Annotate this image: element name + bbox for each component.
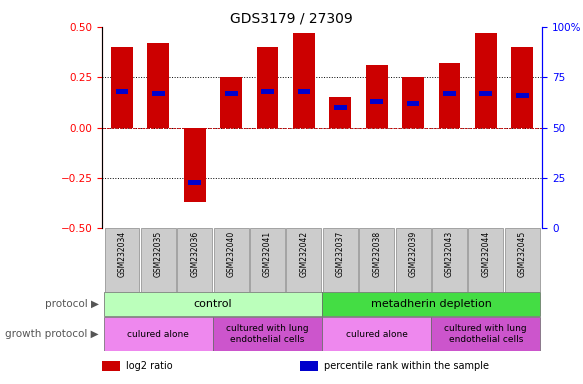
Bar	[220, 77, 242, 127]
Text: growth protocol ▶: growth protocol ▶	[5, 329, 99, 339]
Bar	[366, 65, 388, 127]
Text: GSM232034: GSM232034	[118, 231, 127, 277]
Text: log2 ratio: log2 ratio	[127, 361, 173, 371]
Text: GSM232042: GSM232042	[300, 231, 308, 277]
Text: GSM232036: GSM232036	[190, 231, 199, 277]
Text: GDS3179 / 27309: GDS3179 / 27309	[230, 12, 353, 25]
Bar	[293, 33, 315, 127]
Bar	[505, 228, 540, 292]
Bar	[432, 228, 467, 292]
Text: GSM232035: GSM232035	[154, 231, 163, 277]
Text: GSM232037: GSM232037	[336, 231, 345, 277]
Text: cultured with lung
endothelial cells: cultured with lung endothelial cells	[444, 324, 527, 344]
Bar	[297, 89, 310, 94]
Bar	[370, 99, 383, 104]
Bar	[516, 93, 529, 98]
Bar	[104, 228, 139, 292]
Bar	[214, 228, 248, 292]
Bar	[115, 89, 128, 94]
Bar	[213, 318, 322, 351]
Bar	[438, 63, 461, 127]
Bar	[407, 101, 419, 106]
Bar	[334, 105, 347, 110]
Bar	[104, 292, 322, 316]
Bar	[102, 361, 120, 371]
Bar	[431, 318, 540, 351]
Text: control: control	[194, 299, 232, 310]
Text: culured alone: culured alone	[128, 329, 189, 339]
Bar	[396, 228, 430, 292]
Text: GSM232040: GSM232040	[227, 231, 236, 277]
Text: culured alone: culured alone	[346, 329, 408, 339]
Text: cultured with lung
endothelial cells: cultured with lung endothelial cells	[226, 324, 309, 344]
Bar	[257, 47, 279, 127]
Bar	[177, 228, 212, 292]
Text: GSM232045: GSM232045	[518, 231, 526, 277]
Bar	[359, 228, 394, 292]
Bar	[184, 127, 206, 202]
Bar	[188, 180, 201, 185]
Bar	[261, 89, 274, 94]
Bar	[323, 228, 358, 292]
Bar	[443, 91, 456, 96]
Bar	[286, 228, 321, 292]
Bar	[479, 91, 492, 96]
Bar	[152, 91, 165, 96]
Bar	[322, 318, 431, 351]
Text: GSM232044: GSM232044	[482, 231, 490, 277]
Bar	[141, 228, 176, 292]
Bar	[104, 318, 213, 351]
Bar	[511, 47, 533, 127]
Bar	[475, 33, 497, 127]
Text: GSM232039: GSM232039	[409, 231, 417, 277]
Text: GSM232041: GSM232041	[263, 231, 272, 277]
Bar	[250, 228, 285, 292]
Text: GSM232038: GSM232038	[372, 231, 381, 277]
Text: GSM232043: GSM232043	[445, 231, 454, 277]
Bar	[225, 91, 237, 96]
Bar	[329, 98, 351, 127]
Text: protocol ▶: protocol ▶	[45, 299, 99, 310]
Text: metadherin depletion: metadherin depletion	[371, 299, 491, 310]
Bar	[322, 292, 540, 316]
Bar	[468, 228, 503, 292]
Text: percentile rank within the sample: percentile rank within the sample	[324, 361, 489, 371]
Bar	[402, 77, 424, 127]
Bar	[300, 361, 318, 371]
Bar	[147, 43, 169, 127]
Bar	[111, 47, 133, 127]
